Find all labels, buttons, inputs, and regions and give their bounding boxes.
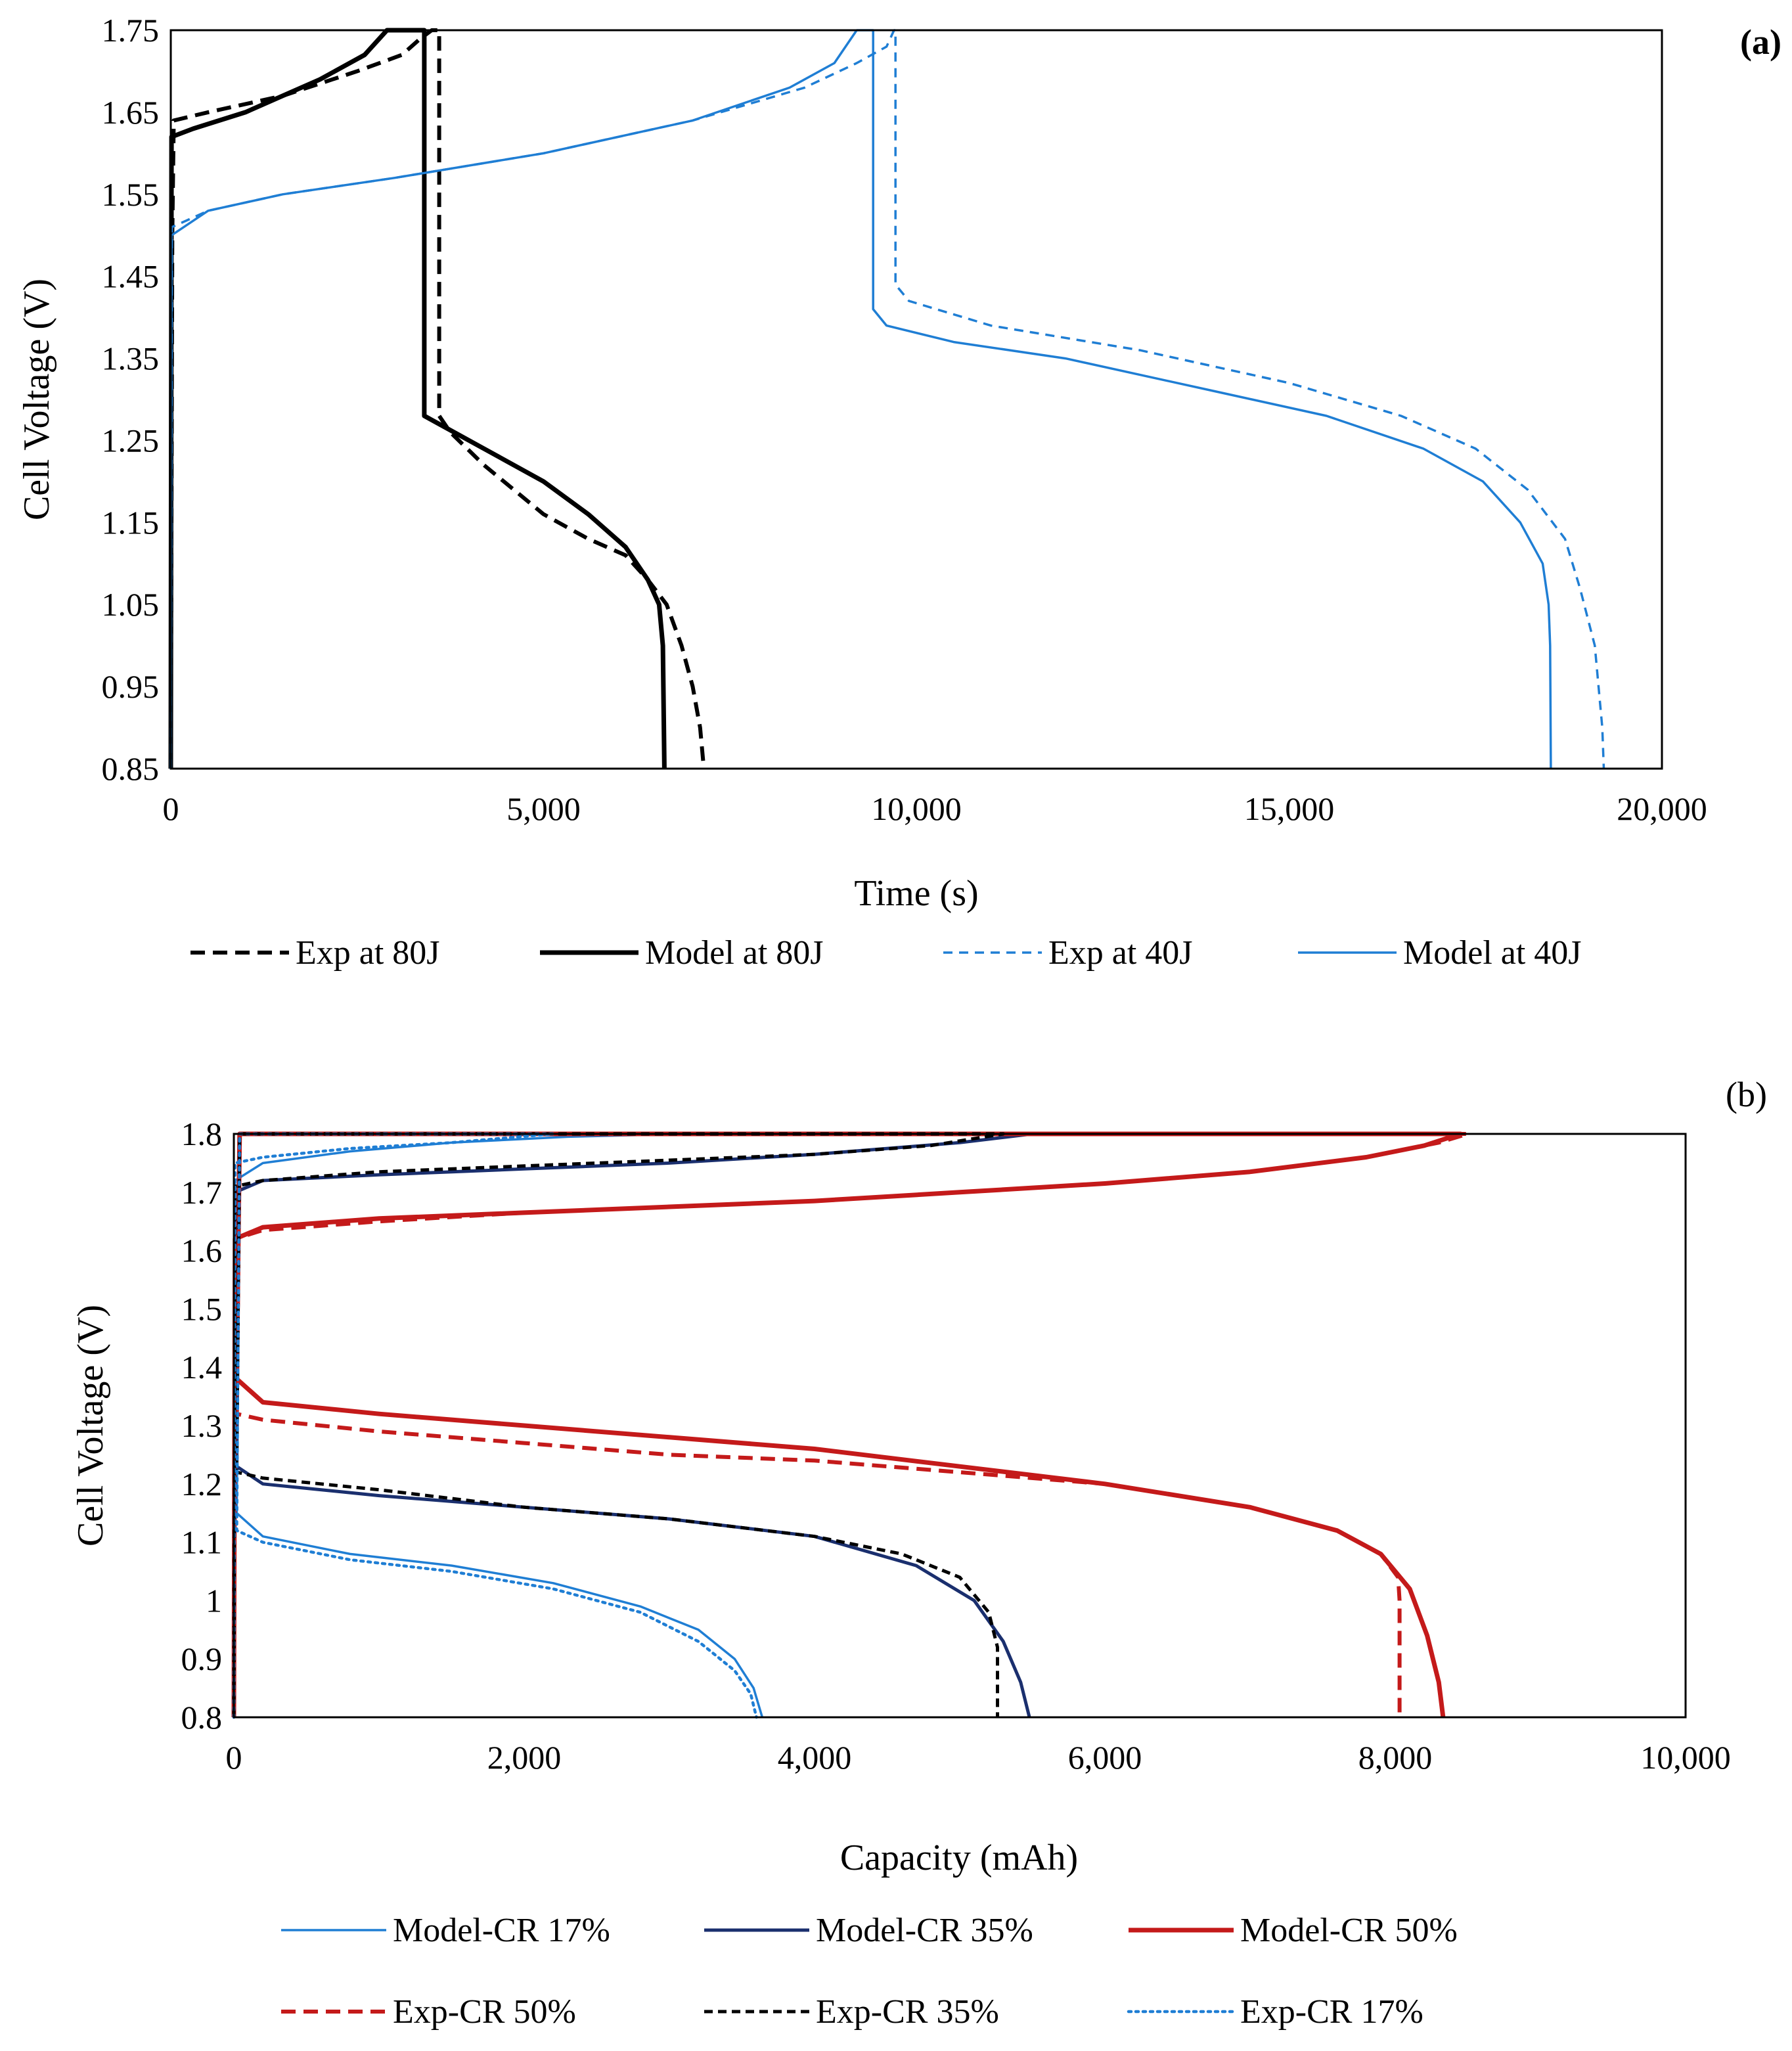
panel-a-x-tick-label: 5,000 [506,790,581,827]
panel-a-legend-label-model-at-80j: Model at 80J [645,934,824,972]
panel-b-legend-label-model-cr-35: Model-CR 35% [816,1912,1033,1949]
panel-b-plot-frame [233,1133,1687,1719]
panel-b-y-tick-label: 1.8 [181,1116,223,1152]
panel-b-series-exp-cr-50 [232,1132,1470,1718]
panel-a-y-tick-label: 0.95 [102,668,160,705]
panel-b-legend-label-exp-cr-35: Exp-CR 35% [816,1993,999,2031]
panel-b-x-tick-labels: 0 2,000 4,000 6,000 8,000 10,000 [226,1739,1731,1776]
panel-b-series-model-cr-50 [231,1131,1463,1718]
panel-a-y-tick-label: 1.45 [102,258,160,295]
panel-a-x-tick-label: 0 [163,790,179,827]
panel-b-legend-label-model-cr-17: Model-CR 17% [393,1912,610,1949]
panel-a-x-tick-label: 15,000 [1244,790,1335,827]
panel-b-x-axis-label: Capacity (mAh) [840,1837,1078,1878]
panel-b-x-tick-label: 4,000 [778,1739,852,1776]
panel-a-y-tick-label: 1.15 [102,504,160,541]
panel-a-y-tick-labels: 0.85 0.95 1.05 1.15 1.25 1.35 1.45 1.55 1.65 1.75 [102,12,160,787]
panel-b-y-tick-label: 1.2 [181,1466,223,1502]
panel-b-x-tick-label: 8,000 [1358,1739,1433,1776]
panel-b-y-tick-labels: 0.8 0.9 1 1.1 1.2 1.3 1.4 1.5 1.6 1.7 1.8 [181,1116,223,1736]
panel-a-y-tick-label: 1.25 [102,422,160,459]
panel-a-series-exp-at-40j [169,29,1605,769]
panel-a-y-tick-label: 1.55 [102,176,160,213]
panel-b-y-tick-label: 1.4 [181,1349,223,1386]
panel-b-y-tick-label: 1 [206,1582,222,1619]
panel-b-series-group [231,1131,1470,1719]
panel-a-label: (a) [1740,22,1781,62]
panel-b-legend-label-model-cr-50: Model-CR 50% [1240,1912,1458,1949]
panel-a-y-tick-label: 1.75 [102,12,160,49]
panel-b-x-tick-label: 6,000 [1068,1739,1142,1776]
panel-a-chart: (a) 0.85 0.95 1.05 1.15 1.25 1.35 1.45 1.55 1.65… [16,12,1781,972]
panel-a-series-model-at-40j [169,29,1552,769]
panel-b-y-tick-label: 1.5 [181,1290,223,1327]
panel-a-legend-label-exp-at-80j: Exp at 80J [296,934,440,972]
panel-a-legend: Exp at 80J Model at 80J Exp at 40J Model at… [190,934,1582,972]
panel-b-x-tick-label: 2,000 [487,1739,562,1776]
panel-b-legend-label-exp-cr-50: Exp-CR 50% [393,1993,576,2031]
panel-a-x-tick-label: 10,000 [871,790,962,827]
panel-a-y-tick-label: 1.35 [102,340,160,377]
panel-b-series-exp-cr-17 [232,1132,758,1719]
panel-b-y-tick-label: 1.3 [181,1407,223,1444]
panel-b-y-axis-label: Cell Voltage (V) [70,1305,111,1546]
panel-b-chart: (b) 0.8 0.9 1 1.1 1.2 1.3 1.4 1.5 1.6 1.7 1.8 0 2,0… [70,1075,1767,2031]
panel-a-legend-label-exp-at-40j: Exp at 40J [1048,934,1193,972]
panel-b-series-model-cr-17 [233,1133,764,1718]
panel-b-x-tick-label: 0 [226,1739,242,1776]
panel-b-legend: Model-CR 17% Model-CR 35% Model-CR 50% Exp-… [281,1912,1458,2031]
panel-a-series-group [168,28,1605,769]
panel-a-x-tick-label: 20,000 [1617,790,1707,827]
panel-b-y-tick-label: 0.9 [181,1640,223,1677]
panel-b-x-tick-label: 10,000 [1640,1739,1731,1776]
panel-a-x-axis-label: Time (s) [854,873,978,914]
panel-b-y-tick-label: 1.6 [181,1232,223,1269]
panel-b-label: (b) [1726,1075,1767,1114]
panel-a-y-tick-label: 0.85 [102,750,160,787]
panel-b-y-tick-label: 1.1 [181,1524,223,1561]
panel-a-y-tick-label: 1.05 [102,586,160,623]
panel-b-y-tick-label: 1.7 [181,1174,223,1211]
panel-a-x-tick-labels: 0 5,000 10,000 15,000 20,000 [163,790,1707,827]
panel-a-plot-frame [169,29,1663,770]
panel-a-series-model-at-80j [168,28,667,769]
panel-a-y-tick-label: 1.65 [102,94,160,131]
panel-b-y-tick-label: 0.8 [181,1699,223,1736]
panel-b-legend-label-exp-cr-17: Exp-CR 17% [1240,1993,1423,2031]
panel-a-series-exp-at-80j [169,28,706,769]
panel-a-legend-label-model-at-40j: Model at 40J [1403,934,1582,972]
panel-a-y-axis-label: Cell Voltage (V) [16,279,57,520]
